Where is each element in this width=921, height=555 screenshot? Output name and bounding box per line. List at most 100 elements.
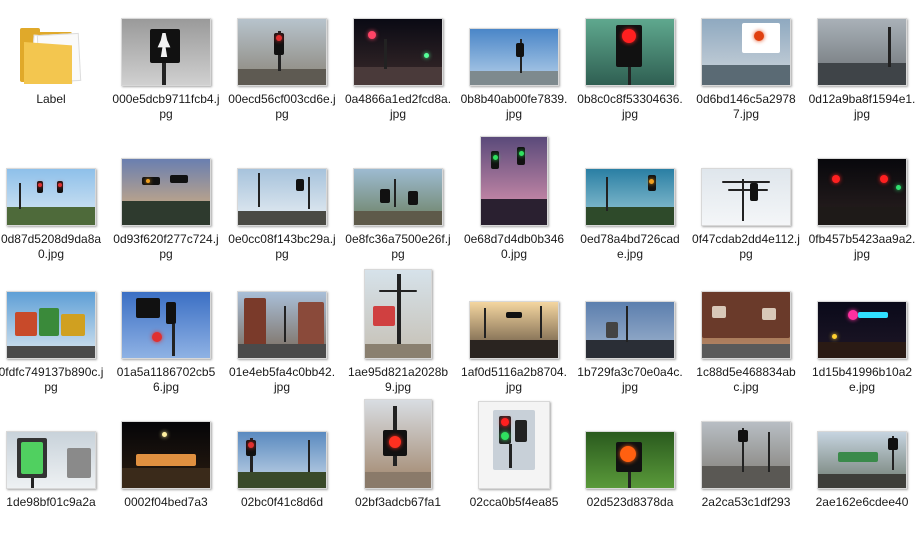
file-item[interactable]: 0ed78a4bd726cade.jpg — [574, 152, 686, 292]
ground — [818, 342, 906, 358]
ground — [238, 69, 326, 85]
file-item[interactable]: 1b729fa3c70e0a4c.jpg — [574, 285, 686, 425]
file-item[interactable]: 1de98bf01c9a2a — [0, 415, 107, 555]
signal-light — [493, 155, 498, 160]
file-name: 1ae95d821a2028b9.jpg — [347, 365, 449, 394]
pole — [888, 27, 891, 67]
pole — [540, 306, 542, 338]
pole — [742, 179, 744, 221]
file-thumbnail — [237, 18, 327, 86]
file-thumbnail — [121, 158, 211, 226]
file-item[interactable]: 1c88d5e468834abc.jpg — [690, 285, 802, 425]
pole — [31, 478, 34, 488]
file-item[interactable]: 02bc0f41c8d6d — [226, 415, 338, 555]
signal-housing — [838, 452, 878, 462]
file-item[interactable]: 0f47cdab2dd4e112.jpg — [690, 152, 802, 292]
file-item[interactable]: 0e68d7d4db0b3460.jpg — [458, 136, 570, 292]
file-item[interactable]: 000e5dcb9711fcb4.jpg — [110, 12, 222, 152]
file-item[interactable]: 0e0cc08f143bc29a.jpg — [226, 152, 338, 292]
file-item[interactable]: 0d87d5208d9da8a0.jpg — [0, 152, 107, 292]
signal-housing — [517, 147, 525, 165]
file-item[interactable]: 0002f04bed7a3 — [110, 415, 222, 555]
ground — [122, 201, 210, 225]
file-item[interactable]: 02bf3adcb67fa1 — [342, 399, 454, 555]
file-name: 1d15b41996b10a2e.jpg — [811, 365, 913, 394]
file-item[interactable]: 0fdfc749137b890c.jpg — [0, 285, 107, 425]
ground — [818, 207, 906, 225]
signal-light — [754, 31, 764, 41]
ground — [586, 340, 674, 358]
file-thumbnail — [6, 168, 96, 226]
ground — [481, 199, 547, 225]
ground — [818, 474, 906, 488]
ground — [586, 207, 674, 225]
file-name: 0e8fc36a7500e26f.jpg — [345, 232, 451, 261]
ground — [354, 67, 442, 85]
signal-light — [896, 185, 901, 190]
file-item[interactable]: 1d15b41996b10a2e.jpg — [806, 285, 918, 425]
signal-housing — [516, 43, 524, 57]
file-name: 0d87d5208d9da8a0.jpg — [0, 232, 102, 261]
file-item[interactable]: 01e4eb5fa4c0bb42.jpg — [226, 285, 338, 425]
file-thumbnail — [817, 431, 907, 489]
file-thumbnail — [817, 301, 907, 359]
file-item[interactable]: 1af0d5116a2b8704.jpg — [458, 285, 570, 425]
file-thumbnail — [585, 301, 675, 359]
file-item[interactable]: 00ecd56cf003cd6e.jpg — [226, 12, 338, 152]
file-thumbnail — [817, 158, 907, 226]
file-item[interactable]: 0d6bd146c5a29787.jpg — [690, 12, 802, 152]
file-thumbnail — [6, 431, 96, 489]
file-thumbnail — [121, 18, 211, 86]
file-item[interactable]: 0a4866a1ed2fcd8a.jpg — [342, 12, 454, 152]
file-name: 0002f04bed7a3 — [124, 495, 208, 509]
file-item[interactable]: 02cca0b5f4ea85 — [458, 401, 570, 555]
signal-light — [649, 179, 654, 184]
ground — [354, 211, 442, 225]
signal-housing — [21, 442, 43, 474]
file-thumbnail — [353, 18, 443, 86]
signal-housing — [408, 191, 418, 205]
file-item[interactable]: 0d12a9ba8f1594e1.jpg — [806, 12, 918, 152]
file-item[interactable]: 0fb457b5423aa9a2.jpg — [806, 152, 918, 292]
pole — [172, 324, 175, 356]
file-name: 01a5a1186702cb56.jpg — [116, 365, 216, 394]
file-item[interactable]: 0e8fc36a7500e26f.jpg — [342, 152, 454, 292]
pole — [258, 173, 260, 207]
signal-housing — [762, 308, 776, 320]
file-item[interactable]: 01a5a1186702cb56.jpg — [110, 285, 222, 425]
ground — [238, 211, 326, 225]
signal-light — [622, 29, 636, 43]
file-item[interactable]: 1ae95d821a2028b9.jpg — [342, 269, 454, 425]
file-thumbnail — [469, 28, 559, 86]
file-thumbnail — [121, 421, 211, 489]
file-name: 0a4866a1ed2fcd8a.jpg — [344, 92, 452, 121]
file-item[interactable]: 2a2ca53c1df293 — [690, 415, 802, 555]
pole — [162, 63, 166, 85]
folder-item[interactable]: Label — [0, 12, 107, 152]
file-thumbnail — [237, 291, 327, 359]
file-item[interactable]: 02d523d8378da — [574, 415, 686, 555]
signal-housing — [170, 175, 188, 183]
pole — [19, 183, 21, 209]
signal-housing — [298, 302, 324, 346]
file-item[interactable]: 0b8b40ab00fe7839.jpg — [458, 12, 570, 152]
signal-housing — [244, 298, 266, 346]
signal-housing — [274, 33, 284, 55]
file-thumbnail — [480, 136, 548, 226]
signal-housing — [606, 322, 618, 338]
file-name: 02bf3adcb67fa1 — [354, 495, 442, 509]
signal-housing — [39, 308, 59, 336]
ground — [122, 468, 210, 488]
pole — [484, 308, 486, 338]
ground — [238, 344, 326, 358]
file-item[interactable]: 2ae162e6cdee40 — [806, 415, 918, 555]
file-thumbnail — [701, 18, 791, 86]
signal-light — [519, 151, 524, 156]
file-thumbnail — [364, 269, 432, 359]
signal-housing — [136, 298, 160, 318]
pole — [284, 306, 286, 342]
pole — [397, 274, 401, 356]
file-item[interactable]: 0b8c0c8f53304636.jpg — [574, 12, 686, 152]
signal-light — [424, 53, 429, 58]
file-item[interactable]: 0d93f620f277c724.jpg — [110, 152, 222, 292]
